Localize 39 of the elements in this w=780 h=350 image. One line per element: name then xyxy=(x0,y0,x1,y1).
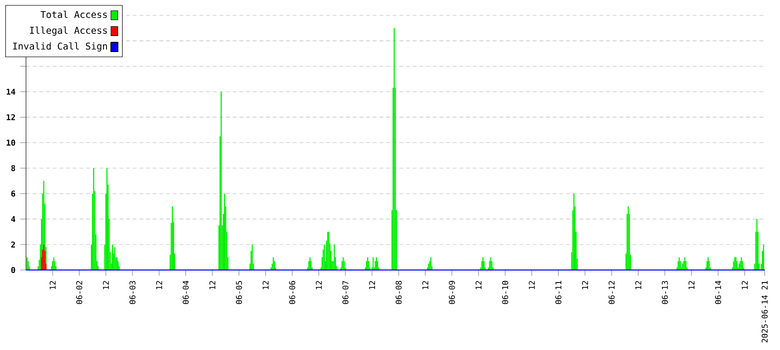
x-tick-label: 12 xyxy=(102,281,109,290)
x-tick-label: 06-13 xyxy=(662,280,668,304)
x-tick-label: 12 xyxy=(50,281,56,290)
y-tick-label: 0 xyxy=(11,266,16,274)
x-tick-label: 12 xyxy=(635,281,642,290)
y-tick-label: 10 xyxy=(6,140,16,146)
x-tick-label: 12 xyxy=(476,281,482,290)
legend-label: Total Access xyxy=(40,10,107,18)
x-tick-label: 12 xyxy=(742,281,748,290)
legend-label: Invalid Call Sign xyxy=(13,42,107,52)
y-tick-label: 6 xyxy=(11,190,16,197)
y-tick-label: 4 xyxy=(11,216,16,222)
x-tick-label: 12 xyxy=(528,281,535,290)
x-tick-label: 12 xyxy=(582,281,588,290)
x-tick-label: 12 xyxy=(262,281,269,290)
y-tick-label: 2 xyxy=(11,242,15,248)
x-tick-label: 12 xyxy=(422,281,428,290)
x-tick-label: 12 xyxy=(209,281,216,290)
x-tick-label: 06-14 xyxy=(715,280,722,304)
x-tick-label: 06-11 xyxy=(555,280,562,304)
x-tick-label: 06-12 xyxy=(608,281,615,304)
x-tick-label: 12 xyxy=(369,281,376,290)
y-tick-label: 12 xyxy=(6,114,15,120)
x-tick-label: 06-08 xyxy=(396,280,402,304)
y-tick-label: 8 xyxy=(11,165,16,172)
x-tick-label: 06-07 xyxy=(342,280,348,304)
x-tick-label: 12 xyxy=(688,281,694,290)
x-tick-label: 2025-06-14 21 xyxy=(762,280,768,342)
x-tick-label: 06-10 xyxy=(502,280,508,304)
x-tick-label: 06-04 xyxy=(182,280,189,304)
x-tick-label: 06-05 xyxy=(236,281,242,304)
x-tick-label: 06-06 xyxy=(289,280,296,304)
x-tick-label: 06-03 xyxy=(129,280,136,304)
x-tick-label: 06-02 xyxy=(76,281,82,304)
x-tick-label: 12 xyxy=(156,281,162,290)
y-tick-label: 14 xyxy=(6,88,16,95)
x-tick-label: 06-09 xyxy=(448,280,455,304)
x-tick-label: 12 xyxy=(316,281,322,290)
legend-label: Illegal Access xyxy=(30,26,107,36)
